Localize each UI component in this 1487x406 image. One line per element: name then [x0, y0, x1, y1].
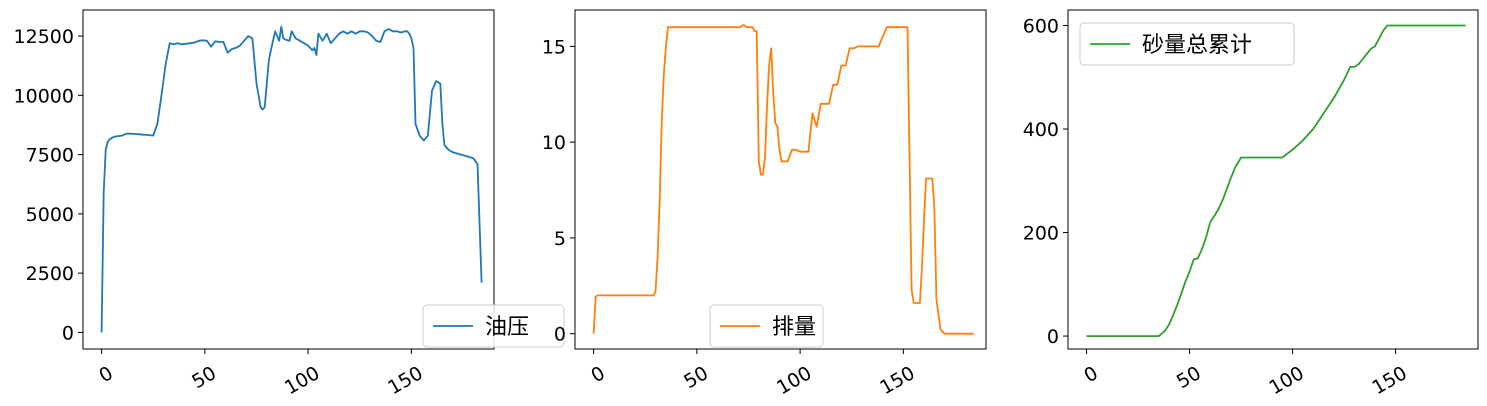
y-tick-label: 0 — [1047, 326, 1059, 348]
y-tick-label: 5 — [554, 228, 566, 250]
x-tick-label: 50 — [1173, 362, 1205, 393]
y-tick-label: 15 — [542, 36, 566, 58]
chart-panel-3: 0 200 400 600 0 50 100 150 砂量总累计 — [1023, 9, 1479, 399]
x-tick-label: 150 — [384, 362, 426, 399]
y-tick-label: 5000 — [26, 204, 74, 226]
legend-box — [709, 304, 824, 348]
x-tick-label: 0 — [95, 362, 116, 387]
x-tick-label: 0 — [587, 362, 608, 387]
axes-frame — [82, 9, 495, 350]
legend-box — [422, 304, 565, 348]
series-line-3-1 — [1086, 24, 1466, 338]
x-tick-label: 100 — [1265, 362, 1307, 399]
x-tick-label: 50 — [188, 362, 220, 393]
x-tick-label: 100 — [773, 362, 815, 399]
legend: 油压 — [422, 304, 565, 348]
y-tick-label: 12500 — [14, 26, 74, 48]
legend: 排量 — [709, 304, 824, 348]
y-tick-label: 10000 — [14, 85, 74, 107]
x-tick-label: 50 — [680, 362, 712, 393]
axes-frame — [574, 9, 987, 350]
y-tick-label: 0 — [62, 322, 74, 344]
axes-frame — [1067, 9, 1479, 350]
legend-label: 油压 — [485, 315, 529, 340]
x-tick-label: 100 — [281, 362, 323, 399]
x-tick-label: 150 — [876, 362, 918, 399]
y-tick-label: 400 — [1023, 119, 1059, 141]
series-line-1-1 — [100, 25, 483, 333]
y-tick-label: 200 — [1023, 223, 1059, 245]
x-tick-label: 150 — [1368, 362, 1410, 399]
x-tick-label: 0 — [1080, 362, 1101, 387]
y-tick-label: 0 — [554, 324, 566, 346]
y-tick-label: 2500 — [26, 263, 74, 285]
y-tick-label: 7500 — [26, 145, 74, 167]
legend-label: 排量 — [772, 315, 816, 340]
y-tick-label: 600 — [1023, 16, 1059, 38]
y-tick-label: 10 — [542, 132, 566, 154]
legend: 砂量总累计 — [1079, 22, 1295, 66]
legend-label: 砂量总累计 — [1142, 33, 1252, 58]
series-line-2-1 — [592, 24, 974, 335]
legend-box — [1079, 22, 1295, 66]
